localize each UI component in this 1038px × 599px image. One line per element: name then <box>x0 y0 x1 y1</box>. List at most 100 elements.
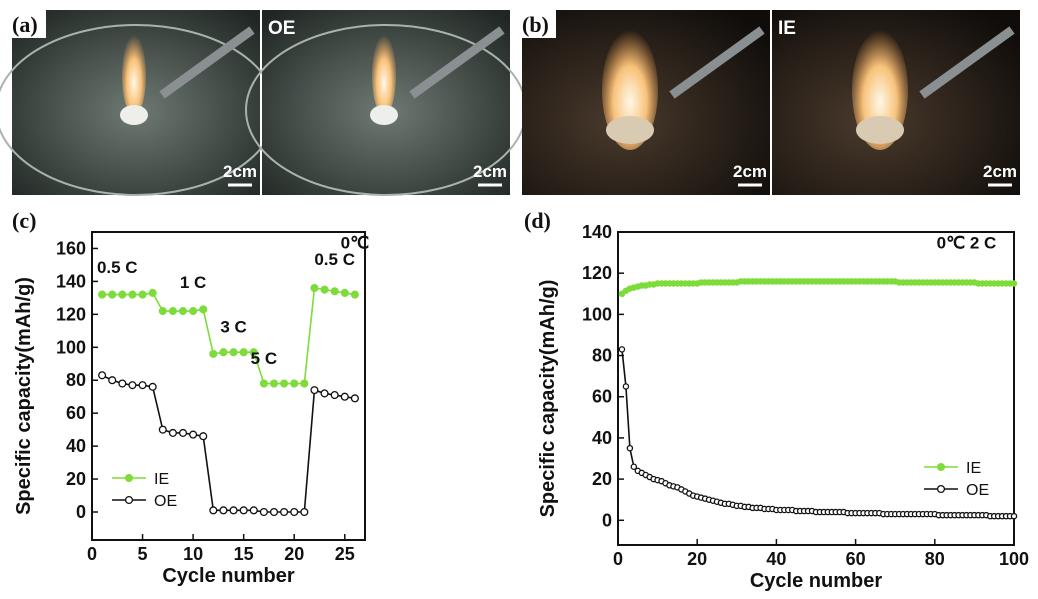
point <box>260 380 267 387</box>
y-tick-label: 100 <box>582 304 612 324</box>
y-tick-label: 0 <box>602 510 612 530</box>
point <box>149 383 156 390</box>
y-tick-label: 140 <box>582 222 612 242</box>
x-tick-label: 25 <box>335 544 355 564</box>
point <box>311 285 318 292</box>
x-tick-label: 80 <box>925 549 945 569</box>
panel-label: (a) <box>12 12 38 37</box>
point <box>321 390 328 397</box>
flame <box>372 35 396 115</box>
x-tick-label: 20 <box>284 544 304 564</box>
x-tick-label: 0 <box>613 549 623 569</box>
y-tick-label: 120 <box>582 263 612 283</box>
y-tick-label: 0 <box>76 502 86 522</box>
point <box>99 372 106 379</box>
y-tick-label: 160 <box>56 238 86 258</box>
figure: OE2cmOE2cm(a)IE2cmIE2cm(b)05101520250204… <box>0 0 1038 594</box>
point <box>99 291 106 298</box>
point <box>220 507 227 514</box>
x-tick-label: 0 <box>87 544 97 564</box>
point <box>331 392 338 399</box>
point <box>200 306 207 313</box>
point <box>240 349 247 356</box>
point <box>321 286 328 293</box>
point <box>271 380 278 387</box>
y-tick-label: 80 <box>66 370 86 390</box>
point <box>119 291 126 298</box>
point <box>281 509 288 516</box>
legend-label: IE <box>154 471 169 488</box>
legend-marker <box>126 475 133 482</box>
point <box>190 308 197 315</box>
point <box>159 426 166 433</box>
x-tick-label: 15 <box>234 544 254 564</box>
point <box>341 393 348 400</box>
x-tick-label: 100 <box>999 549 1029 569</box>
y-tick-label: 120 <box>56 304 86 324</box>
point <box>623 384 628 389</box>
photo-tag: OE <box>268 18 295 39</box>
scale-label: 2cm <box>983 162 1017 181</box>
y-axis-title: Specific capacity(mAh/g) <box>13 277 35 515</box>
annotation: 3 C <box>220 317 246 336</box>
panel-label: (b) <box>522 12 549 37</box>
point <box>250 507 257 514</box>
legend-marker <box>126 497 133 504</box>
annotation: 0.5 C <box>314 250 355 269</box>
point <box>627 446 632 451</box>
y-tick-label: 40 <box>66 436 86 456</box>
legend-label: OE <box>154 493 177 510</box>
y-tick-label: 20 <box>592 469 612 489</box>
x-tick-label: 20 <box>687 549 707 569</box>
scale-label: 2cm <box>473 162 507 181</box>
y-axis-title: Specific capacity(mAh/g) <box>537 280 559 518</box>
point <box>220 349 227 356</box>
x-tick-label: 10 <box>183 544 203 564</box>
annotation: 5 C <box>251 349 277 368</box>
sample <box>370 105 398 125</box>
legend-label: OE <box>966 482 989 499</box>
x-tick-label: 60 <box>846 549 866 569</box>
point <box>301 509 308 516</box>
y-tick-label: 60 <box>66 403 86 423</box>
panel-label: (c) <box>12 208 36 233</box>
annotation: 0.5 C <box>97 258 138 277</box>
point <box>619 347 624 352</box>
point <box>1011 281 1016 286</box>
flame <box>122 35 146 115</box>
scale-label: 2cm <box>733 162 767 181</box>
series-line <box>102 375 355 512</box>
point <box>291 509 298 516</box>
point <box>291 380 298 387</box>
x-axis-title: Cycle number <box>750 570 882 592</box>
point <box>200 433 207 440</box>
annotation: 0℃ <box>341 233 370 252</box>
y-tick-label: 40 <box>592 428 612 448</box>
legend-label: IE <box>966 460 981 477</box>
point <box>351 395 358 402</box>
sample <box>856 116 904 144</box>
legend-marker <box>938 464 945 471</box>
point <box>149 290 156 297</box>
point <box>109 377 116 384</box>
point <box>159 308 166 315</box>
point <box>311 387 318 394</box>
point <box>180 308 187 315</box>
point <box>230 507 237 514</box>
point <box>109 291 116 298</box>
point <box>139 291 146 298</box>
point <box>129 291 136 298</box>
sample <box>606 116 654 144</box>
y-tick-label: 100 <box>56 337 86 357</box>
point <box>301 380 308 387</box>
point <box>139 382 146 389</box>
point <box>260 509 267 516</box>
point <box>240 507 247 514</box>
panel-label: (d) <box>524 208 551 233</box>
annotation: 0℃ 2 C <box>937 233 997 252</box>
point <box>1011 514 1016 519</box>
point <box>210 507 217 514</box>
point <box>169 308 176 315</box>
point <box>351 291 358 298</box>
scale-label: 2cm <box>223 162 257 181</box>
